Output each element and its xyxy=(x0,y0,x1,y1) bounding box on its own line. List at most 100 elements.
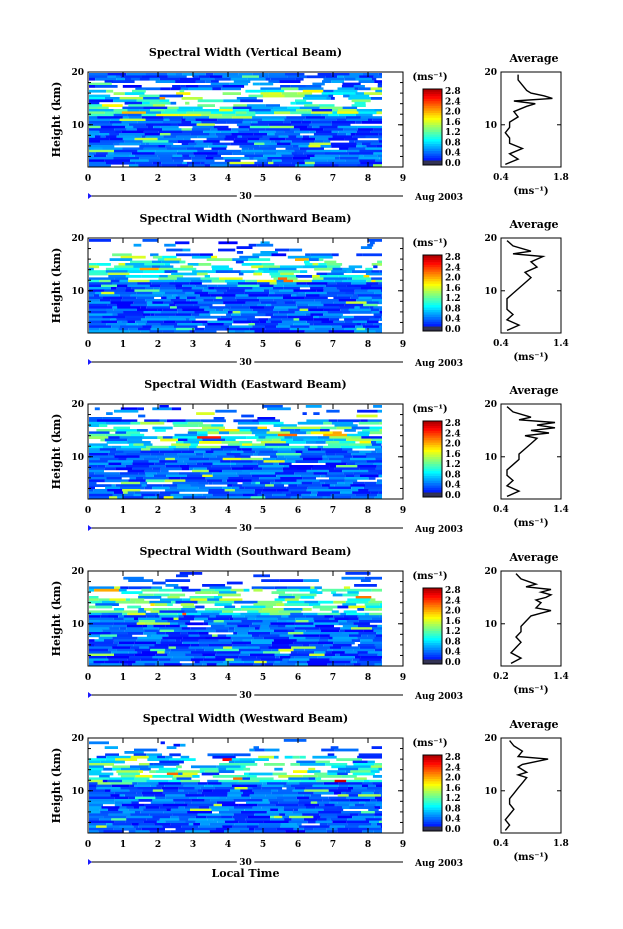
heatmap-cell xyxy=(89,299,100,302)
heatmap-cell xyxy=(160,438,179,442)
heatmap-cell xyxy=(115,431,127,435)
heatmap-cell xyxy=(356,109,375,112)
heatmap-cell xyxy=(116,287,126,290)
heatmap-cell xyxy=(270,320,282,324)
heatmap-cell xyxy=(323,289,340,293)
heatmap-cell xyxy=(129,154,135,158)
heatmap-cell xyxy=(160,639,169,642)
heatmap-cell xyxy=(110,632,128,635)
heatmap-cell xyxy=(288,484,298,487)
heatmap-cell xyxy=(240,313,266,317)
heatmap-cell xyxy=(361,142,371,146)
heatmap-cell xyxy=(117,496,123,499)
heatmap-cell xyxy=(192,125,214,129)
heatmap-cell xyxy=(299,308,309,312)
colorbar-label: (ms⁻¹) xyxy=(412,738,447,749)
heatmap-cell xyxy=(254,627,260,630)
heatmap-cell xyxy=(301,453,326,456)
heatmap-cell xyxy=(252,787,262,790)
heatmap-cell xyxy=(89,484,112,487)
x-tick-label: 0 xyxy=(85,673,91,683)
heatmap-cell xyxy=(164,270,178,273)
heatmap-cell xyxy=(358,632,377,635)
heatmap-cell xyxy=(104,474,130,478)
heatmap-cell xyxy=(177,460,184,463)
heatmap-cell xyxy=(239,145,260,148)
heatmap-cell xyxy=(185,479,207,483)
heatmap-cell xyxy=(96,825,107,829)
heatmap-cell xyxy=(213,818,219,821)
heatmap-cell xyxy=(99,130,116,134)
heatmap-cell xyxy=(129,474,146,478)
heatmap-cell xyxy=(207,431,219,435)
heatmap-cell xyxy=(133,460,149,463)
heatmap-cell xyxy=(89,588,95,592)
y-tick-label: 20 xyxy=(71,68,84,78)
heatmap-cell xyxy=(156,820,166,824)
heatmap-cell xyxy=(266,469,283,473)
colorbar-segment xyxy=(423,115,442,118)
heatmap-cell xyxy=(117,306,141,309)
plot-frame xyxy=(87,570,404,667)
heatmap-cell xyxy=(327,772,338,776)
heatmap-cell xyxy=(307,770,321,773)
heatmap-cell xyxy=(89,320,102,324)
heatmap-cell xyxy=(276,588,300,592)
heatmap-cell xyxy=(281,154,294,158)
heatmap-cell xyxy=(263,270,279,273)
heatmap-cell xyxy=(254,323,278,326)
heatmap-cell xyxy=(176,277,201,281)
heatmap-cell xyxy=(312,277,324,281)
heatmap-cell xyxy=(376,145,382,148)
heatmap-cell xyxy=(89,99,114,103)
heatmap-cell xyxy=(104,111,115,115)
colorbar-segment xyxy=(423,468,442,472)
heatmap-cell xyxy=(89,111,105,115)
heatmap-cell xyxy=(180,477,206,480)
heatmap-cell xyxy=(354,803,365,807)
average-y-tick-label: 20 xyxy=(484,400,497,410)
heatmap-cell xyxy=(256,438,264,442)
heatmap-cell xyxy=(303,579,319,582)
colorbar-segment xyxy=(423,485,442,488)
heatmap-cell xyxy=(235,493,243,497)
heatmap-cell xyxy=(266,660,275,664)
heatmap-cell xyxy=(145,111,162,115)
heatmap-cell xyxy=(117,772,140,776)
heatmap-cell xyxy=(326,409,340,413)
colorbar-tick-label: 1.2 xyxy=(445,794,461,804)
heatmap-cell xyxy=(89,106,98,110)
heatmap-cell xyxy=(89,125,101,129)
heatmap-cell xyxy=(331,656,355,659)
heatmap-cell xyxy=(217,128,231,131)
heatmap-cell xyxy=(110,782,133,785)
heatmap-cell xyxy=(128,123,146,127)
heatmap-cell xyxy=(177,311,195,314)
heatmap-cell xyxy=(274,586,288,590)
heatmap-cell xyxy=(328,419,338,423)
x-tick-label: 6 xyxy=(295,506,301,516)
heatmap-cell xyxy=(345,474,355,478)
heatmap-cell xyxy=(346,133,351,136)
heatmap-cell xyxy=(374,806,381,809)
heatmap-cell xyxy=(238,125,250,129)
heatmap-cell xyxy=(146,615,155,618)
heatmap-cell xyxy=(153,763,180,766)
heatmap-cell xyxy=(104,479,129,483)
heatmap-cell xyxy=(345,572,371,575)
heatmap-cell xyxy=(242,777,250,781)
heatmap-cell xyxy=(285,830,306,833)
x-tick-label: 9 xyxy=(400,673,406,683)
heatmap-cell xyxy=(89,491,114,495)
heatmap-cell xyxy=(364,92,382,95)
heatmap-cell xyxy=(113,99,137,103)
heatmap-cell xyxy=(89,443,108,447)
heatmap-cell xyxy=(195,815,207,819)
heatmap-cell xyxy=(178,815,196,819)
heatmap-cell xyxy=(299,755,306,759)
colorbar-segment xyxy=(423,652,442,655)
heatmap-cell xyxy=(314,267,333,271)
heatmap-cell xyxy=(296,282,307,285)
colorbar-segment xyxy=(423,614,442,617)
heatmap-cell xyxy=(311,111,333,115)
